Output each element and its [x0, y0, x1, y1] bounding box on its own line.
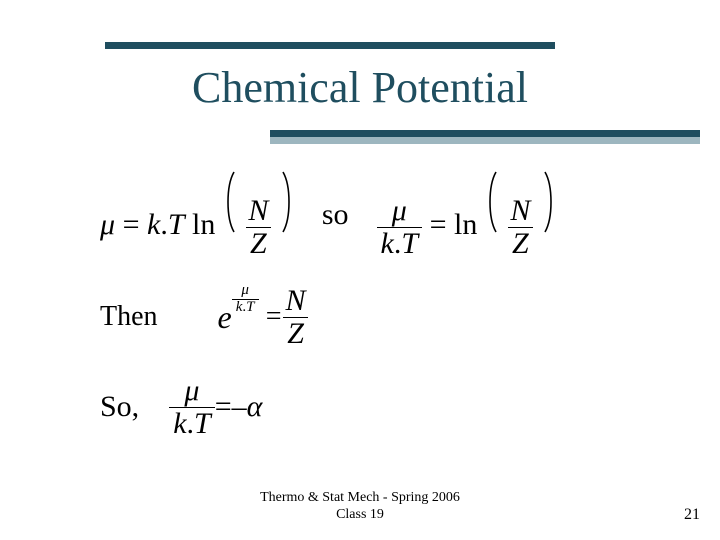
eq2: e μ k.T = N Z	[218, 285, 310, 349]
mu: μ	[100, 208, 115, 241]
footer-line-1: Thermo & Stat Mech - Spring 2006	[0, 490, 720, 507]
frac-N-Z-1: N Z	[244, 195, 272, 259]
rule-top	[105, 42, 555, 49]
paren-open-1	[223, 170, 237, 234]
frac-N-Z-2: N Z	[506, 195, 534, 259]
page-number: 21	[684, 506, 700, 524]
content: μ = k.T ln N Z so μ k.T = ln	[100, 155, 660, 439]
paren-open-2	[485, 170, 499, 234]
eq1-right: μ k.T = ln N Z	[377, 170, 556, 259]
e-power: e μ k.T	[218, 299, 232, 336]
equation-line-3: So, μ k.T = – α	[100, 375, 660, 439]
so-label: so	[322, 198, 349, 232]
rule-mid-shadow	[270, 137, 700, 144]
frac-mu-kT-1: μ k.T	[377, 195, 423, 259]
frac-mu-kT-exp: μ k.T	[232, 283, 259, 316]
footer: Thermo & Stat Mech - Spring 2006 Class 1…	[0, 490, 720, 524]
frac-mu-kT-3: μ k.T	[169, 375, 215, 439]
then-label: Then	[100, 301, 158, 333]
eq1-left: μ = k.T ln N Z	[100, 170, 294, 259]
eq3: μ k.T = – α	[169, 375, 262, 439]
paren-close-1	[280, 170, 294, 234]
equation-line-2: Then e μ k.T = N Z	[100, 285, 660, 349]
footer-line-2: Class 19	[0, 507, 720, 524]
so-final-label: So,	[100, 390, 139, 424]
rule-mid	[270, 130, 700, 137]
paren-close-2	[542, 170, 556, 234]
frac-N-Z-3: N Z	[282, 285, 310, 349]
equation-line-1: μ = k.T ln N Z so μ k.T = ln	[100, 170, 660, 259]
page-title: Chemical Potential	[0, 62, 720, 113]
